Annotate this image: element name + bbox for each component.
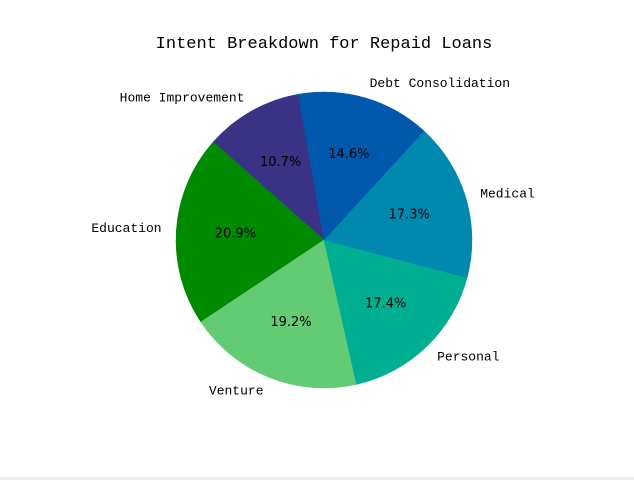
slice-percent-home-improvement: 10.7%	[260, 155, 301, 170]
slice-percent-medical: 17.3%	[389, 208, 430, 223]
bottom-divider	[0, 477, 634, 480]
slice-percent-venture: 19.2%	[270, 315, 311, 330]
pie-slice-home-improvement	[212, 93, 325, 241]
pie-slice-medical	[323, 130, 473, 278]
slice-label-home-improvement: Home Improvement	[120, 90, 245, 105]
slice-label-personal: Personal	[437, 350, 500, 365]
slice-label-venture: Venture	[209, 384, 264, 399]
chart-title: Intent Breakdown for Repaid Loans	[156, 35, 493, 54]
pie-slice-debt-consolidation	[298, 91, 425, 241]
slice-percent-education: 20.9%	[215, 226, 256, 241]
slice-label-debt-consolidation: Debt Consolidation	[370, 76, 510, 91]
pie-slice-venture	[200, 239, 357, 389]
slice-percent-debt-consolidation: 14.6%	[328, 147, 369, 162]
slice-label-education: Education	[91, 221, 161, 236]
pie-slice-education	[175, 141, 325, 323]
pie-slices	[175, 91, 473, 389]
slice-percent-personal: 17.4%	[365, 296, 406, 311]
pie-slice-personal	[323, 239, 468, 385]
slice-label-medical: Medical	[480, 187, 535, 202]
pie-labels: Home Improvement 10.7% Education 20.9% Ventu…	[91, 76, 535, 398]
